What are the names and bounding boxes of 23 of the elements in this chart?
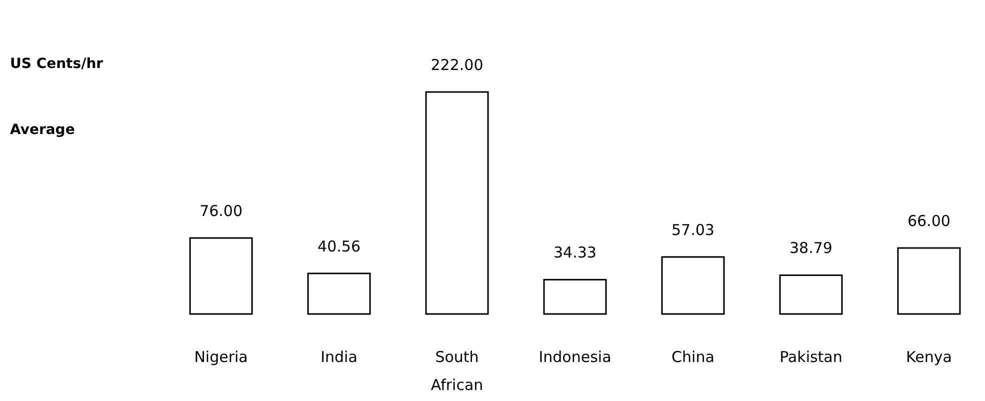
bar <box>779 274 843 315</box>
data-label: 34.33 <box>554 244 596 262</box>
bar <box>307 272 371 315</box>
x-tick-label: Nigeria <box>194 348 248 366</box>
bar <box>661 256 725 315</box>
data-label: 40.56 <box>318 237 361 256</box>
bar <box>897 247 961 315</box>
x-tick-label: South African <box>430 348 484 394</box>
x-tick-label: India <box>320 348 358 366</box>
data-label: 57.03 <box>672 220 714 239</box>
data-label: 66.00 <box>907 212 950 230</box>
bar <box>543 278 607 315</box>
data-label: 76.00 <box>200 202 243 220</box>
x-tick-label: Kenya <box>906 348 952 366</box>
x-tick-label: China <box>672 348 714 366</box>
x-tick-label: Pakistan <box>780 348 842 366</box>
chart-title: US Cents/hr <box>10 56 104 72</box>
data-label: 38.79 <box>789 239 832 258</box>
bar <box>189 237 253 315</box>
bar <box>425 91 489 315</box>
x-tick-label: Indonesia <box>538 348 612 366</box>
text: Average <box>10 122 75 138</box>
data-label: 222.00 <box>430 56 484 74</box>
